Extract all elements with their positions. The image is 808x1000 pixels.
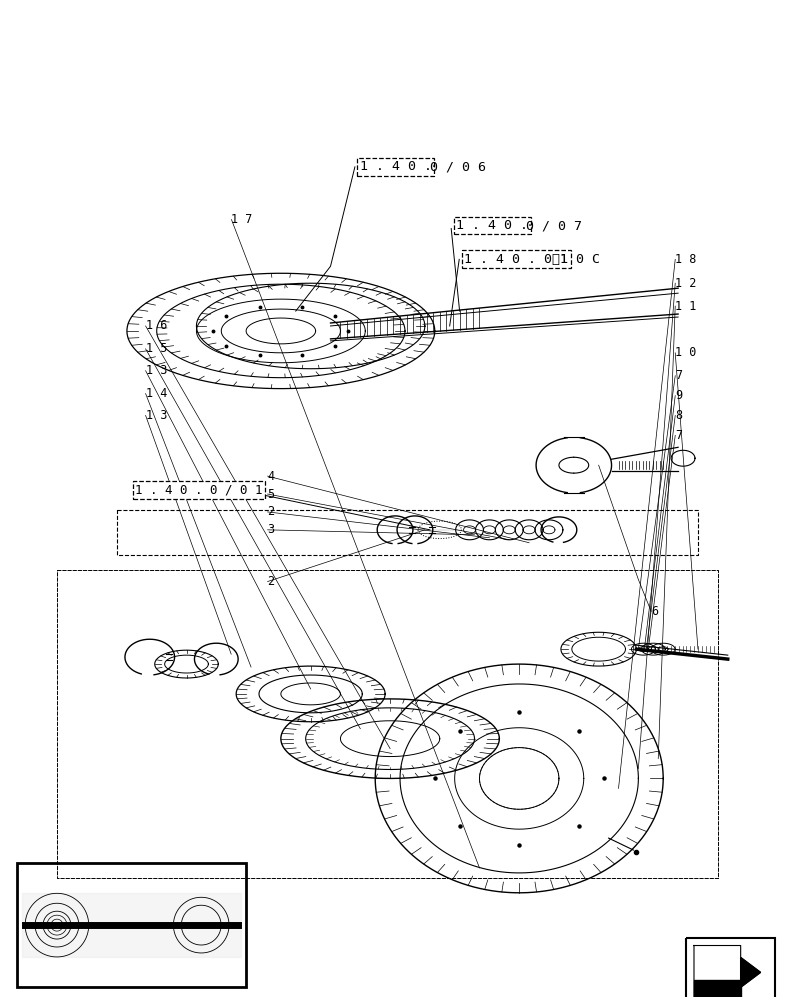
Text: 5: 5 — [267, 488, 275, 501]
Polygon shape — [694, 946, 760, 1000]
Text: 7: 7 — [675, 369, 682, 382]
Text: 0 / 0 6: 0 / 0 6 — [422, 160, 486, 173]
Text: 8: 8 — [675, 409, 682, 422]
Text: 1 6: 1 6 — [145, 319, 167, 332]
Text: 1 4: 1 4 — [145, 387, 167, 400]
Bar — [17, 863, 246, 987]
Text: 1 3: 1 3 — [145, 409, 167, 422]
Text: 1 0: 1 0 — [675, 346, 696, 359]
Text: 2: 2 — [267, 505, 275, 518]
Text: 1 1: 1 1 — [675, 300, 696, 313]
Polygon shape — [694, 980, 741, 1000]
Polygon shape — [741, 957, 760, 987]
Text: 1 0 C: 1 0 C — [552, 253, 600, 266]
Text: 1 5: 1 5 — [145, 342, 167, 355]
Text: 1 7: 1 7 — [231, 213, 253, 226]
Text: 1 . 4 0 .: 1 . 4 0 . — [360, 160, 431, 173]
Bar — [686, 938, 776, 1000]
Text: 2: 2 — [267, 575, 275, 588]
Text: 9: 9 — [675, 389, 682, 402]
Text: 6: 6 — [651, 605, 659, 618]
Text: 1 . 4 0 .: 1 . 4 0 . — [457, 219, 528, 232]
Text: 3: 3 — [267, 523, 275, 536]
Text: 1 . 4 0 . 0 / 0 1: 1 . 4 0 . 0 / 0 1 — [135, 484, 263, 497]
Text: 0 / 0 7: 0 / 0 7 — [518, 219, 583, 232]
Text: 1 2: 1 2 — [675, 277, 696, 290]
Text: 4: 4 — [267, 470, 275, 483]
Text: 1 . 4 0 . 0⁄1: 1 . 4 0 . 0⁄1 — [464, 253, 568, 266]
Text: 1 3: 1 3 — [145, 364, 167, 377]
Text: 7: 7 — [675, 429, 682, 442]
Text: 1 8: 1 8 — [675, 253, 696, 266]
